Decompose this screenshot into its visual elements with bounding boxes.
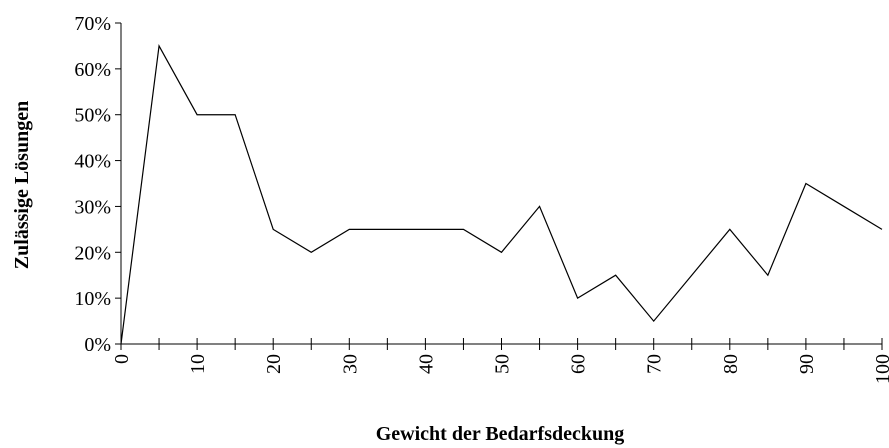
line-series <box>120 44 883 345</box>
y-tick-label: 70% <box>74 13 111 35</box>
x-tick-label: 90 <box>796 354 818 374</box>
x-tick-label: 40 <box>415 354 437 374</box>
y-axis-title: Zulässige Lösungen <box>11 101 33 269</box>
x-tick-label: 60 <box>568 354 590 374</box>
y-tick-label: 10% <box>74 288 111 310</box>
x-tick-label: 30 <box>339 354 361 374</box>
x-tick-label: 100 <box>872 354 889 384</box>
x-tick-label: 10 <box>187 354 209 374</box>
x-tick-label: 80 <box>720 354 742 374</box>
x-axis-title: Gewicht der Bedarfsdeckung <box>376 423 625 445</box>
y-tick-label: 60% <box>74 59 111 81</box>
y-tick-label: 20% <box>74 242 111 264</box>
x-tick-label: 20 <box>263 354 285 374</box>
y-tick-label: 0% <box>84 334 111 356</box>
x-tick-label: 50 <box>492 354 514 374</box>
y-tick-label: 40% <box>74 151 111 173</box>
x-tick-label: 0 <box>111 354 133 364</box>
y-tick-label: 30% <box>74 196 111 218</box>
y-tick-label: 50% <box>74 105 111 127</box>
x-tick-label: 70 <box>644 354 666 374</box>
